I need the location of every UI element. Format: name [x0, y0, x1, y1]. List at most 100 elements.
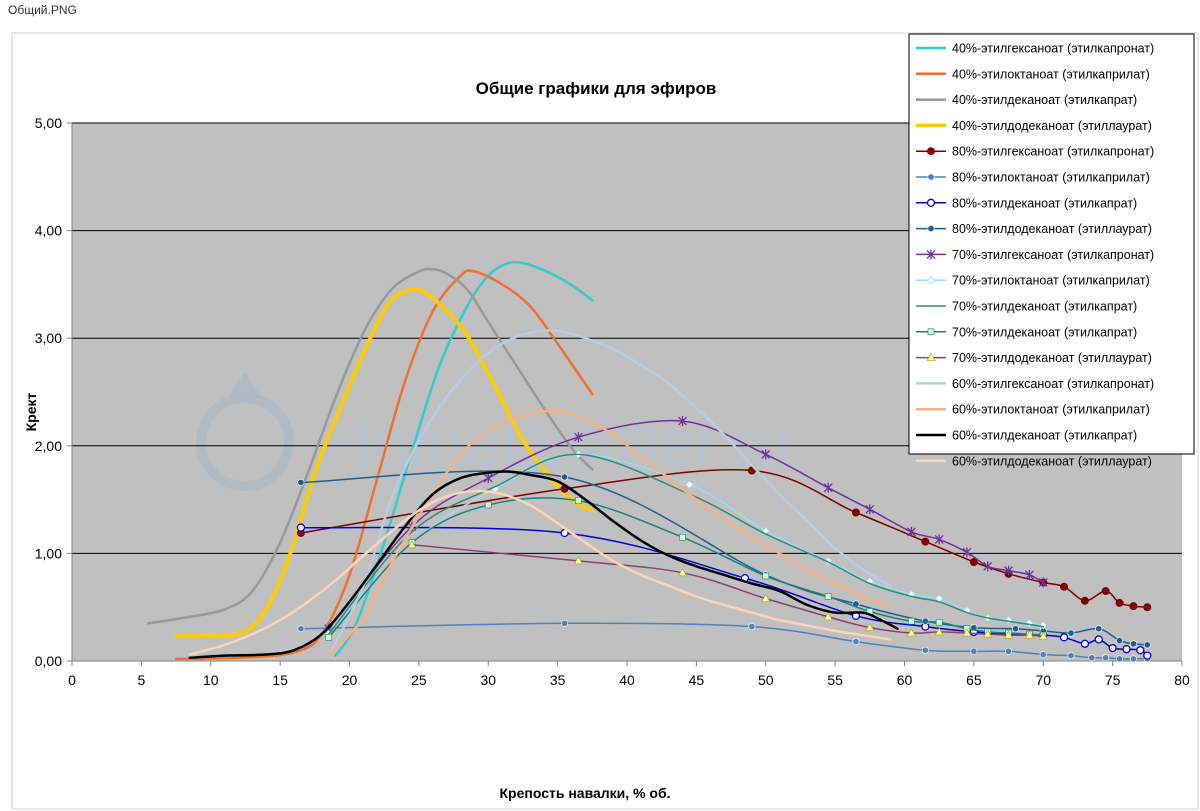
- series-6-point-12: [1122, 645, 1131, 654]
- series-6-point-11: [1108, 643, 1117, 653]
- series-8-point-7: [865, 504, 875, 515]
- x-tick-label-2: 10: [203, 672, 219, 688]
- series-12-point-5: [865, 623, 875, 631]
- series-13: [327, 329, 892, 657]
- legend-label-10: 70%-этилдеканоат (этилкапрат): [952, 300, 1137, 314]
- series-12-point-2: [677, 568, 688, 577]
- legend-label-1: 40%-этилоктаноат (этилкаприлат): [952, 67, 1150, 81]
- x-tick-label-6: 30: [480, 672, 496, 688]
- series-12-point-9: [983, 629, 993, 638]
- x-tick-label-1: 5: [137, 672, 145, 688]
- x-tick-label-15: 75: [1105, 672, 1121, 688]
- series-5-point-10: [1102, 654, 1110, 662]
- legend-marker-9: [926, 276, 936, 285]
- series-5-point-6: [1005, 647, 1013, 655]
- series-8-point-3: [573, 432, 583, 443]
- y-tick-label-0: 0,00: [35, 653, 62, 669]
- series-line-2: [147, 267, 594, 625]
- legend-marker-6: [926, 198, 936, 207]
- series-7-point-6: [1011, 625, 1019, 633]
- x-tick-label-7: 35: [550, 672, 566, 688]
- series-12: [407, 540, 1048, 640]
- x-tick-label-11: 55: [827, 672, 843, 688]
- series-12-point-1: [573, 556, 583, 565]
- series-4-point-11: [1115, 598, 1124, 607]
- legend-label-5: 80%-этилоктаноат (этилкаприлат): [952, 171, 1150, 185]
- series-5-point-5: [970, 647, 978, 655]
- series-8-point-13: [1024, 569, 1034, 580]
- series-4-point-12: [1129, 602, 1138, 611]
- legend-label-16: 60%-этилдодеканоат (этиллаурат): [952, 454, 1152, 468]
- series-0: [334, 260, 594, 657]
- x-tick-label-13: 65: [966, 672, 982, 688]
- series-9-point-4: [685, 480, 694, 489]
- series-8-point-11: [983, 561, 993, 572]
- series-7-point-9: [1095, 625, 1103, 633]
- series-8-point-4: [678, 416, 687, 427]
- x-tick-label-4: 20: [342, 672, 358, 688]
- legend-label-8: 70%-этилгексаноат (этилкапронат): [952, 248, 1154, 262]
- x-tick-label-0: 0: [68, 672, 76, 688]
- series-8-point-12: [1004, 565, 1014, 576]
- series-12-point-7: [934, 627, 944, 636]
- series-line-15: [188, 470, 899, 660]
- legend-label-15: 60%-этилдеканоат (этилкапрат): [952, 429, 1137, 443]
- series-7-point-0: [297, 478, 305, 486]
- series-11-point-3: [575, 497, 582, 504]
- series-8-point-10: [962, 547, 972, 558]
- x-tick-label-5: 25: [411, 672, 427, 688]
- series-4-point-3: [851, 508, 860, 517]
- series-8-point-9: [934, 534, 944, 545]
- x-axis-label: Крепость навалки, % об.: [499, 785, 670, 801]
- legend-item-7: 80%-этилдодеканоат (этиллаурат): [916, 222, 1152, 236]
- legend-item-13: 60%-этилгексаноат (этилкапронат): [916, 377, 1154, 391]
- series-2: [147, 267, 594, 625]
- y-axis-ticks: 0,00 1,00 2,00 3,00 4,00 5,00: [35, 115, 72, 669]
- series-4-point-5: [969, 558, 978, 567]
- x-tick-label-16: 80: [1174, 672, 1190, 688]
- legend-label-7: 80%-этилдодеканоат (этиллаурат): [952, 222, 1152, 236]
- series-4-point-9: [1080, 596, 1089, 605]
- legend-item-14: 60%-этилоктаноат (этилкаприлат): [916, 403, 1150, 417]
- series-7-point-8: [1067, 629, 1075, 637]
- series-14: [327, 409, 892, 657]
- series-1: [174, 269, 594, 661]
- series-4-point-13: [1143, 603, 1152, 612]
- legend-box: [908, 33, 1195, 455]
- legend-item-10: 70%-этилдеканоат (этилкапрат): [916, 300, 1137, 314]
- series-12-point-6: [906, 628, 916, 637]
- series-line-10: [327, 453, 1045, 635]
- x-axis-ticks: 0 5 10 15 20 25 30 35 40 45 50 55 60 65 70 75 80: [68, 661, 1190, 688]
- x-tick-label-3: 15: [272, 672, 288, 688]
- y-tick-label-1: 1,00: [35, 545, 62, 561]
- series-line-4: [300, 468, 1149, 608]
- series-16: [188, 489, 892, 656]
- x-tick-label-14: 70: [1035, 672, 1051, 688]
- series-7-point-10: [1116, 637, 1124, 645]
- series-line-13: [327, 329, 892, 657]
- legend-item-0: 40%-этилгексаноат (этилкапронат): [916, 42, 1154, 56]
- y-tick-label-2: 2,00: [35, 438, 62, 454]
- series-5-point-4: [921, 646, 929, 654]
- legend-item-15: 60%-этилдеканоат (этилкапрат): [916, 429, 1137, 443]
- series-12-point-0: [407, 540, 417, 549]
- series-9-point-14: [1039, 621, 1048, 630]
- series-line-3: [174, 287, 595, 639]
- series-6-point-14: [1143, 651, 1152, 660]
- series-12-point-3: [761, 593, 771, 602]
- legend-marker-4: [927, 147, 935, 156]
- series-11-point-4: [679, 533, 686, 541]
- chart-title: Общие графики для эфиров: [476, 79, 717, 98]
- legend-marker-12: [926, 352, 936, 361]
- series-4-point-8: [1060, 582, 1069, 591]
- series-10: [327, 453, 1045, 635]
- legend-label-2: 40%-этилдеканоат (этилкапрат): [952, 93, 1137, 107]
- legend-marker-5: [927, 173, 935, 181]
- series-5-point-8: [1067, 652, 1075, 660]
- series-5-point-3: [852, 638, 860, 646]
- series-12-point-12: [1038, 631, 1048, 640]
- legend-label-11: 70%-этилдеканоат (этилкапрат): [952, 325, 1137, 339]
- series-12-point-8: [962, 628, 972, 637]
- y-tick-label-4: 4,00: [35, 223, 62, 239]
